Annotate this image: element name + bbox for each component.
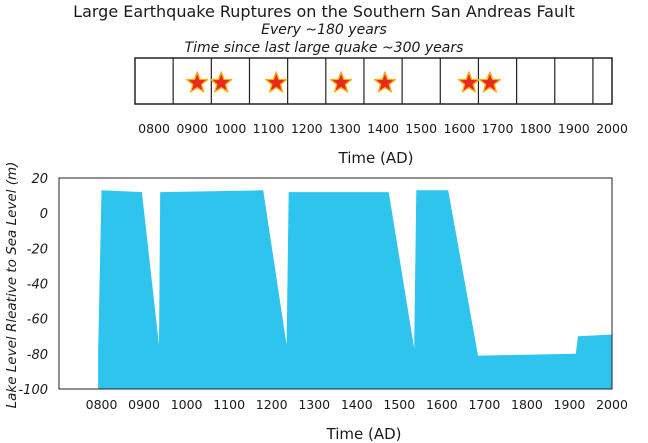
timeline-tick-label: 1700 (482, 121, 514, 136)
timeline-tick-label: 2000 (596, 121, 628, 136)
lake-y-axis-label: Lake Level Rleative to Sea Level (m) (4, 162, 20, 409)
lake-x-tick-label: 0800 (86, 397, 118, 412)
timeline-tick-label: 1000 (214, 121, 246, 136)
lake-level-area (98, 190, 613, 389)
timeline-tick-label: 1800 (520, 121, 552, 136)
earthquake-star (186, 71, 209, 93)
timeline-tick-label: 0800 (138, 121, 170, 136)
timeline-tick-label: 0900 (176, 121, 208, 136)
lake-x-tick-label: 1200 (256, 397, 288, 412)
lake-y-tick-labels: 20 0 -20 -40 -60 -80 -100 (18, 172, 48, 398)
lake-y-tick-label: 20 (31, 172, 48, 187)
earthquake-star (210, 71, 233, 93)
lake-plot-frame (58, 177, 613, 390)
lake-x-axis-label: Time (AD) (326, 425, 402, 443)
timeline-tick-label: 1300 (329, 121, 361, 136)
earthquake-star (265, 71, 288, 93)
lake-x-tick-label: 0900 (128, 397, 160, 412)
lake-x-tick-labels: 0800 0900 1000 1100 1200 1300 1400 1500 1600 1700… (86, 397, 628, 412)
lake-y-tick-label: 0 (40, 207, 48, 222)
earthquake-star (478, 71, 502, 93)
timeline-tick-label: 1900 (558, 121, 590, 136)
lake-level-series (98, 190, 613, 389)
earthquake-star (329, 71, 353, 93)
lake-x-tick-label: 1500 (383, 397, 415, 412)
timeline-stars (186, 71, 502, 93)
timeline-tick-label: 1400 (367, 121, 399, 136)
chart-subtitle-recurrence: Every ~180 years (261, 22, 387, 38)
lake-x-tick-label: 1400 (341, 397, 373, 412)
timeline-tick-label: 1500 (405, 121, 437, 136)
chart-title: Large Earthquake Ruptures on the Souther… (73, 2, 575, 21)
timeline-tick-label: 1100 (253, 121, 285, 136)
lake-x-tick-label: 1700 (468, 397, 500, 412)
lake-y-tick-label: -20 (27, 242, 48, 257)
lake-x-tick-label: 1000 (171, 397, 203, 412)
lake-x-tick-label: 1300 (298, 397, 330, 412)
timeline-tick-label: 1600 (443, 121, 475, 136)
timeline-tick-labels: 0800 0900 1000 1100 1200 1300 1400 1500 1600 1700… (138, 121, 628, 136)
earthquake-star (373, 71, 397, 93)
lake-x-tick-label: 1900 (554, 397, 586, 412)
timeline-tick-label: 1200 (291, 121, 323, 136)
lake-x-tick-label: 1100 (213, 397, 245, 412)
lake-y-tick-label: -80 (27, 348, 48, 363)
chart-subtitle-elapsed: Time since last large quake ~300 years (184, 40, 464, 56)
lake-x-tick-label: 2000 (596, 397, 628, 412)
lake-y-tick-label: -40 (27, 278, 48, 293)
timeline-frame (134, 57, 613, 105)
lake-y-tick-label: -60 (27, 313, 48, 328)
lake-x-tick-label: 1600 (426, 397, 458, 412)
timeline-boxes (134, 57, 613, 105)
lake-y-tick-label: -100 (18, 383, 48, 398)
earthquake-star (457, 71, 481, 93)
timeline-x-axis-label: Time (AD) (338, 149, 414, 167)
lake-x-tick-label: 1800 (511, 397, 543, 412)
